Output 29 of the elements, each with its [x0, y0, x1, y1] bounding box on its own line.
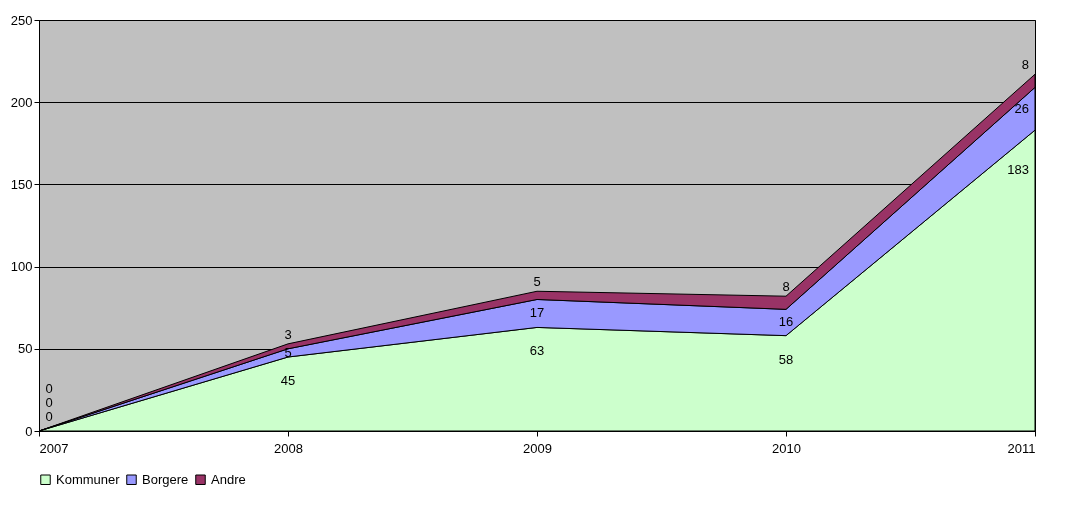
data-label: 8 — [1021, 57, 1029, 73]
legend-label: Andre — [211, 471, 246, 487]
x-tick-label: 2010 — [772, 440, 801, 456]
x-tick-label: 2008 — [274, 440, 303, 456]
y-tick-label: 100 — [10, 259, 33, 275]
data-label: 63 — [529, 343, 545, 359]
y-tick-label: 50 — [18, 341, 33, 357]
data-label: 58 — [778, 351, 794, 367]
data-label: 5 — [284, 344, 292, 360]
data-label: 0 — [45, 381, 53, 396]
y-tick-label: 250 — [10, 12, 33, 28]
data-label: 3 — [284, 326, 292, 342]
legend-label: Borgere — [142, 471, 189, 487]
x-tick-label: 2011 — [1007, 440, 1036, 456]
data-label: 26 — [1014, 100, 1029, 116]
data-label: 0 — [45, 409, 53, 424]
x-tick-label: 2007 — [39, 440, 69, 456]
y-tick-label: 0 — [25, 423, 33, 439]
data-label: 0 — [45, 395, 53, 410]
data-label: 16 — [778, 314, 794, 330]
data-label: 45 — [280, 373, 296, 389]
y-tick-label: 200 — [10, 94, 33, 110]
data-label: 17 — [529, 305, 545, 321]
legend-label: Kommuner — [56, 471, 121, 487]
data-label: 5 — [533, 274, 541, 290]
data-label: 183 — [1007, 162, 1029, 178]
x-tick-label: 2009 — [523, 440, 552, 456]
y-tick-label: 150 — [10, 176, 33, 192]
data-label: 8 — [782, 279, 790, 295]
